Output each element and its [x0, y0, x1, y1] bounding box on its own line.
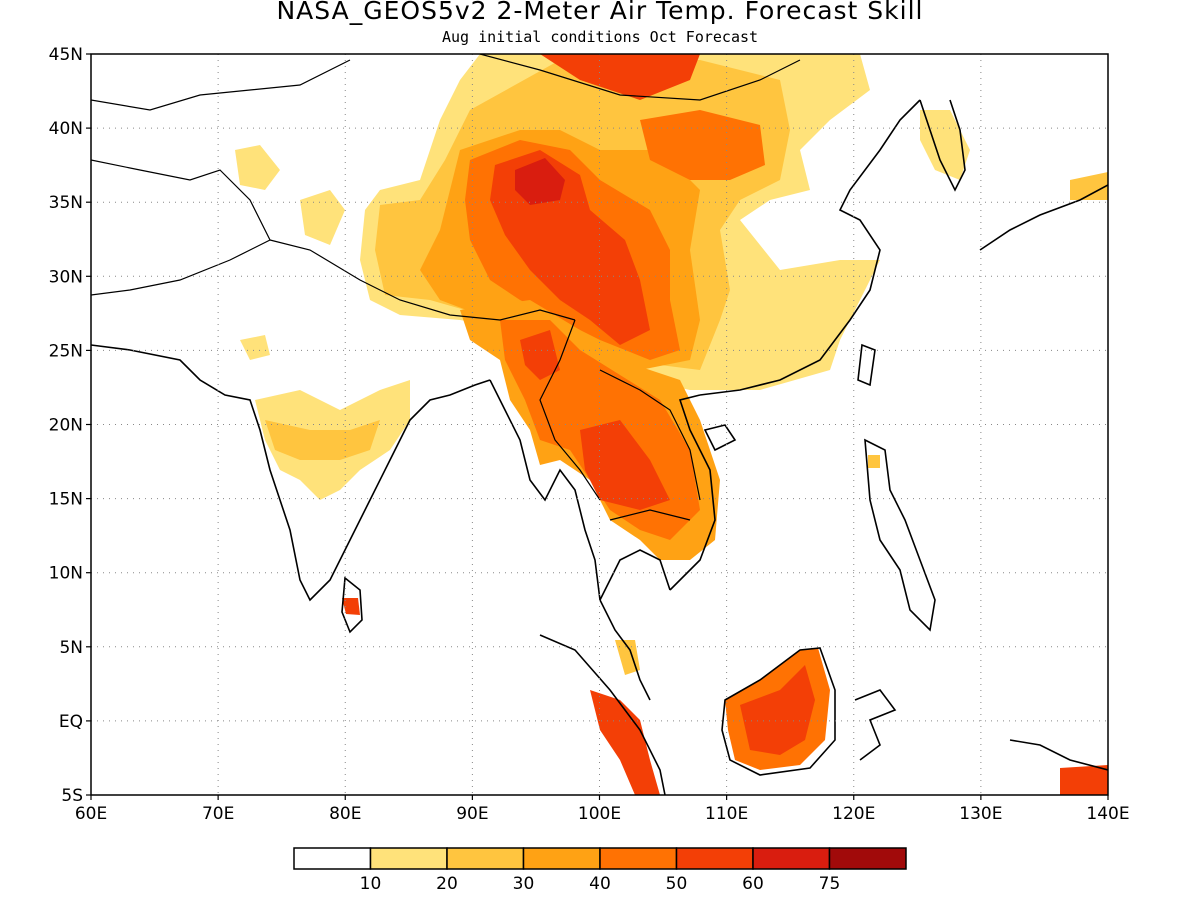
x-tick-label: 60E	[75, 804, 107, 824]
borders	[91, 54, 801, 521]
shade-sea-50b	[520, 330, 560, 380]
x-tick-label: 120E	[832, 804, 875, 824]
coast-taiwan	[857, 343, 876, 387]
y-tick-label: 5N	[59, 638, 83, 658]
x-tick-label: 80E	[329, 804, 361, 824]
y-tick-label: 40N	[49, 119, 83, 139]
shade-korea	[920, 110, 970, 180]
shade-india-nw	[235, 145, 280, 190]
coast-korea	[919, 99, 966, 192]
y-tick-label: 25N	[49, 341, 83, 361]
coast-japan	[979, 184, 1108, 251]
shade-india-central	[240, 335, 270, 360]
x-tick-label: 70E	[202, 804, 234, 824]
legend-swatch	[293, 847, 372, 870]
x-tick-label: 110E	[705, 804, 748, 824]
border-cambodia	[609, 509, 691, 521]
y-tick-label: 35N	[49, 193, 83, 213]
legend-label: 20	[436, 874, 458, 894]
coast-borneo	[721, 647, 836, 776]
coast-gulf-thailand	[599, 549, 671, 601]
legend-swatch	[446, 847, 525, 870]
shade-newguinea	[1060, 765, 1108, 795]
legend-swatch	[675, 847, 754, 870]
legend-swatch	[599, 847, 678, 870]
legend-label: 50	[666, 874, 688, 894]
map-subtitle: Aug initial conditions Oct Forecast	[441, 28, 759, 46]
x-axis: 60E 70E 80E 90E 100E 110E 120E 130E 140E	[75, 795, 1130, 824]
y-tick-label: 5S	[61, 786, 83, 806]
y-tick-label: 10N	[49, 564, 83, 584]
x-tick-label: 140E	[1086, 804, 1129, 824]
coast-sulawesi	[854, 689, 897, 761]
coast-indochina	[669, 394, 716, 591]
legend-swatch	[828, 847, 907, 870]
border-mongolia	[479, 54, 801, 101]
shade-srilanka	[342, 598, 360, 615]
coast-burma-malaya	[489, 379, 651, 701]
coast-newguinea	[1009, 739, 1108, 771]
legend-label: 30	[513, 874, 535, 894]
shade-mongolia-50	[540, 54, 700, 100]
shade-india-20	[265, 420, 380, 460]
map-title: NASA_GEOS5v2 2-Meter Air Temp. Forecast …	[276, 0, 924, 25]
legend-swatch	[752, 847, 831, 870]
coast-srilanka	[341, 576, 363, 634]
border-myanmar	[539, 319, 601, 501]
y-tick-label: EQ	[59, 712, 83, 732]
coastlines	[91, 99, 1108, 795]
border-afghan	[91, 159, 271, 296]
legend-label: 60	[742, 874, 764, 894]
shade-japan	[1070, 172, 1108, 200]
legend-swatch	[369, 847, 448, 870]
y-tick-label: 30N	[49, 267, 83, 287]
coast-india	[91, 344, 491, 602]
x-tick-label: 130E	[959, 804, 1002, 824]
shade-borneo-60	[740, 665, 815, 755]
coast-hainan	[703, 424, 737, 452]
legend-swatch	[522, 847, 601, 870]
shade-china-60	[515, 158, 565, 205]
shade-sea-50	[580, 420, 670, 510]
x-tick-label: 100E	[578, 804, 621, 824]
shade-sumatra-50	[590, 690, 660, 795]
y-tick-label: 45N	[49, 45, 83, 65]
coast-china	[699, 99, 921, 396]
legend-label: 75	[819, 874, 841, 894]
legend-label: 10	[360, 874, 382, 894]
border-central-asia	[91, 59, 351, 111]
skill-shading	[235, 54, 1108, 795]
coast-sumatra	[539, 634, 666, 795]
border-himalaya	[269, 239, 576, 321]
coast-philippines	[864, 438, 936, 632]
shade-malaya-20	[615, 640, 640, 675]
x-tick-label: 90E	[456, 804, 488, 824]
shade-india-kashmir	[300, 190, 345, 245]
shade-philippines	[868, 455, 880, 468]
y-tick-label: 20N	[49, 416, 83, 436]
y-tick-label: 15N	[49, 490, 83, 510]
legend-label: 40	[589, 874, 611, 894]
shade-china-north-40	[640, 110, 765, 180]
color-legend: 10 20 30 40 50 60 75	[293, 847, 907, 894]
border-laos	[599, 369, 701, 501]
y-axis: 5S EQ 5N 10N 15N 20N 25N 30N 35N 40N 45N	[49, 45, 91, 806]
